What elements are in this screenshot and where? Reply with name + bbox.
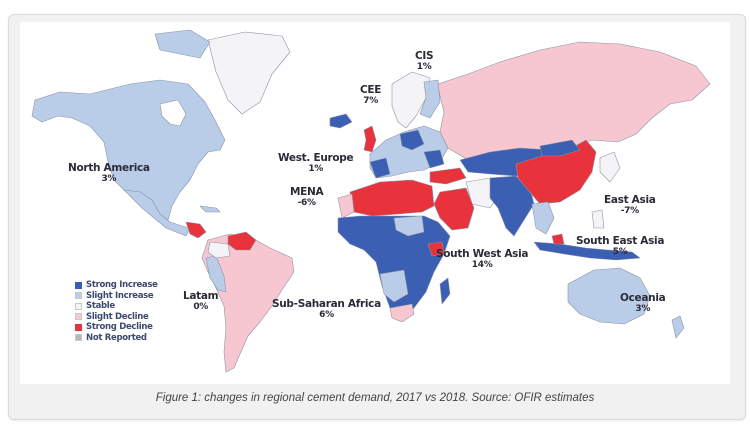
- region-value: 1%: [308, 164, 323, 174]
- world-map: North America 3% CEE 7% CIS 1% West. Eur…: [20, 22, 730, 384]
- region-label-north-america: North America 3%: [68, 162, 150, 185]
- turkey-decline-shape: [429, 167, 467, 185]
- legend-swatch-slight-increase: [75, 292, 82, 300]
- region-name: Oceania: [620, 292, 666, 304]
- region-name: South West Asia: [436, 248, 529, 260]
- south-america-shape: [201, 233, 295, 373]
- region-value: 0%: [193, 302, 208, 312]
- region-name: North America: [68, 162, 150, 174]
- north-america-shape: [31, 79, 226, 221]
- legend-item-slight-increase: Slight Increase: [75, 291, 158, 302]
- region-value: 1%: [416, 62, 432, 72]
- legend-swatch-strong-increase: [75, 281, 82, 289]
- malaysia-decline-shape: [551, 233, 565, 245]
- region-name: CIS: [415, 50, 434, 62]
- legend-label: Stable: [86, 301, 115, 312]
- europe-strong-increase-a: [399, 129, 425, 151]
- west-africa-slight-decline: [337, 193, 355, 219]
- region-name: Latam: [183, 290, 219, 302]
- central-america-decline-shape: [185, 221, 207, 239]
- map-legend: Strong Increase Slight Increase Stable S…: [75, 280, 158, 343]
- figure-caption: Figure 1: changes in regional cement dem…: [155, 392, 595, 404]
- region-name: Sub-Saharan Africa: [272, 298, 381, 310]
- region-label-cis: CIS 1%: [415, 50, 434, 73]
- region-name: South East Asia: [576, 235, 665, 247]
- caribbean-shape: [199, 205, 221, 213]
- arctic-islands-shape: [154, 29, 211, 59]
- madagascar-shape: [439, 277, 451, 305]
- region-label-oceania: Oceania 3%: [620, 292, 666, 315]
- region-value: -7%: [620, 206, 639, 216]
- legend-swatch-strong-decline: [75, 323, 82, 331]
- legend-swatch-slight-decline: [75, 313, 82, 321]
- region-label-south-east-asia: South East Asia 5%: [576, 235, 664, 258]
- australia-shape: [567, 267, 651, 325]
- europe-strong-increase-b: [369, 157, 391, 179]
- region-label-mena: MENA -6%: [290, 186, 324, 209]
- region-label-west-europe: West. Europe 1%: [278, 152, 354, 175]
- philippines-stable-shape: [591, 209, 605, 229]
- legend-label: Slight Increase: [86, 290, 154, 301]
- legend-label: Strong Increase: [86, 280, 158, 291]
- africa-slight-increase-a: [393, 215, 425, 237]
- region-name: West. Europe: [278, 152, 354, 164]
- hudson-bay-shape: [159, 99, 187, 127]
- region-label-sub-saharan-africa: Sub-Saharan Africa 6%: [272, 298, 381, 321]
- indonesia-increase-shape: [533, 241, 641, 261]
- region-value: 5%: [612, 247, 628, 257]
- saudi-decline-shape: [433, 187, 475, 231]
- mexico-shape: [123, 189, 191, 237]
- region-label-latam: Latam 0%: [183, 290, 219, 313]
- region-value: 7%: [363, 96, 378, 106]
- region-value: 6%: [319, 310, 334, 320]
- korea-japan-shape: [599, 151, 621, 183]
- legend-item-strong-increase: Strong Increase: [75, 280, 158, 291]
- legend-swatch-not-reported: [75, 334, 82, 342]
- scandinavia-shape: [391, 71, 431, 129]
- new-zealand-shape: [671, 315, 685, 339]
- finland-shape: [419, 79, 441, 119]
- region-label-south-west-asia: South West Asia 14%: [436, 248, 529, 271]
- europe-strong-increase-c: [423, 149, 445, 169]
- kenya-decline-shape: [427, 241, 445, 257]
- region-value: -6%: [297, 198, 316, 208]
- legend-item-strong-decline: Strong Decline: [75, 322, 158, 333]
- legend-item-slight-decline: Slight Decline: [75, 312, 158, 323]
- iceland-shape: [329, 113, 353, 129]
- mongolia-increase-shape: [539, 139, 581, 157]
- south-africa-slight-decline: [389, 303, 415, 323]
- region-value: 3%: [101, 174, 117, 184]
- greenland-shape: [207, 31, 291, 115]
- uk-decline-shape: [363, 125, 377, 153]
- legend-item-not-reported: Not Reported: [75, 333, 158, 344]
- legend-label: Not Reported: [86, 332, 147, 343]
- region-name: East Asia: [604, 194, 656, 206]
- legend-swatch-stable: [75, 302, 82, 310]
- legend-item-stable: Stable: [75, 301, 158, 312]
- region-label-cee: CEE 7%: [360, 84, 381, 107]
- region-value: 3%: [635, 304, 651, 314]
- region-value: 14%: [471, 260, 493, 270]
- indochina-shape: [531, 201, 555, 235]
- cis-shape: [437, 41, 711, 161]
- legend-label: Slight Decline: [86, 311, 149, 322]
- region-name: CEE: [360, 84, 382, 96]
- region-label-east-asia: East Asia -7%: [604, 194, 656, 217]
- africa-slight-increase-b: [379, 269, 409, 303]
- world-map-graphic: [31, 29, 711, 373]
- legend-label: Strong Decline: [86, 322, 153, 333]
- north-africa-decline-shape: [349, 179, 435, 217]
- region-name: MENA: [290, 186, 324, 198]
- colombia-stable-shape: [207, 241, 231, 259]
